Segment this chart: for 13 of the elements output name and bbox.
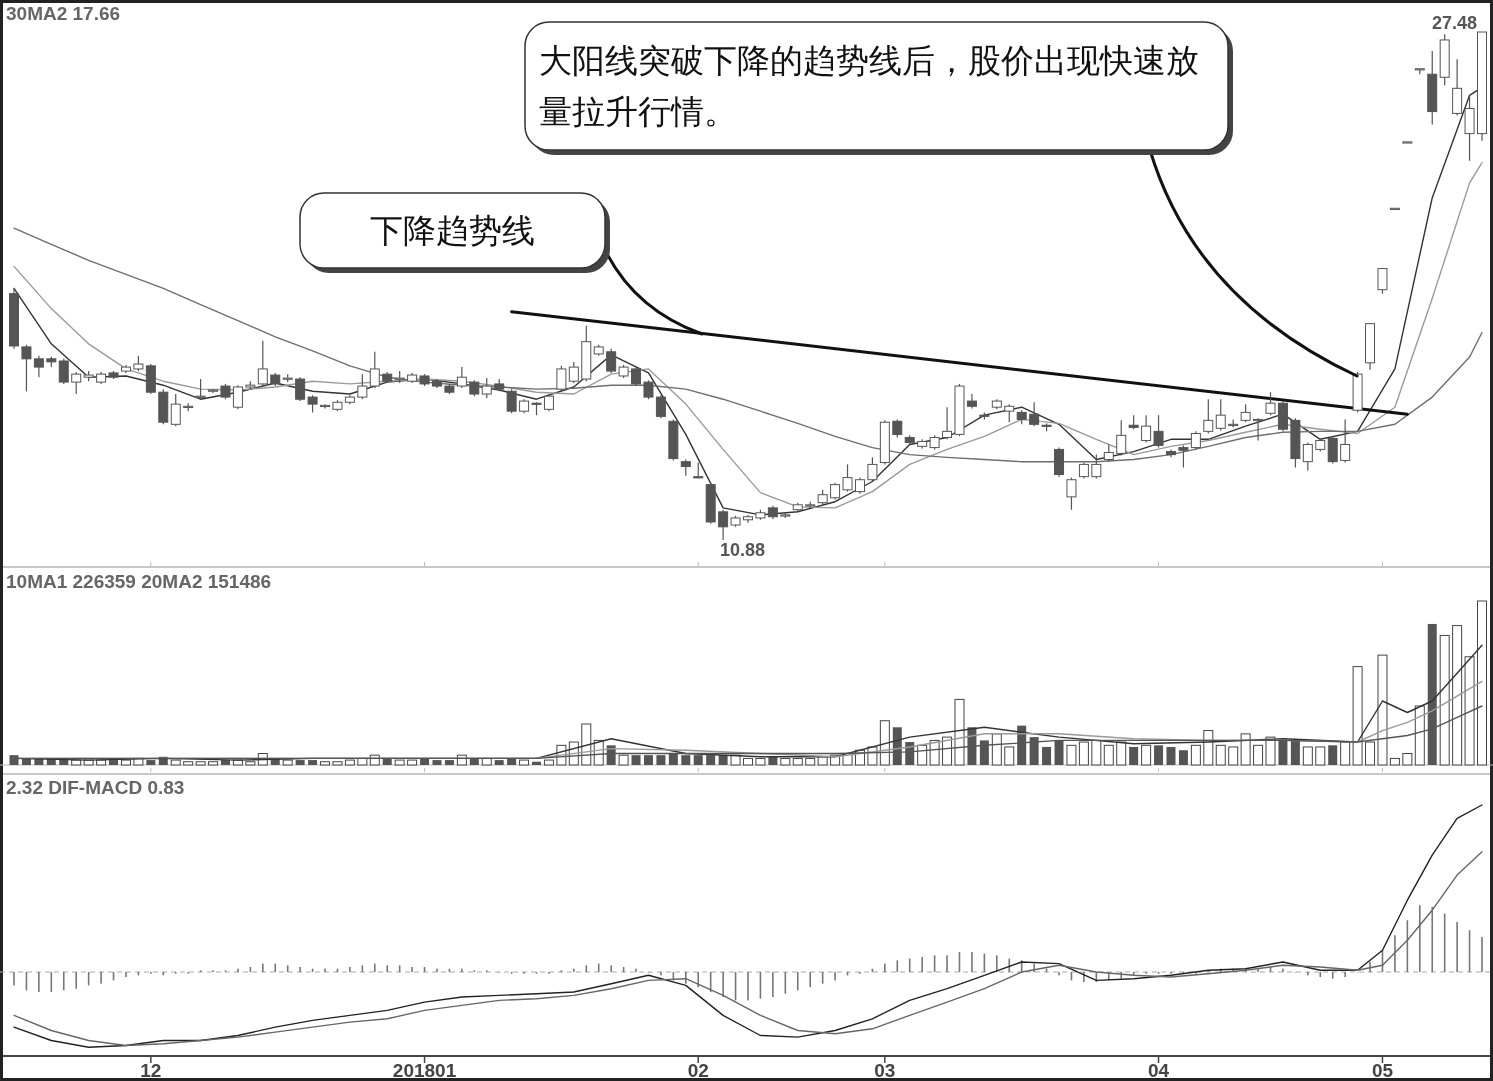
annotation: 27.48 [1431, 13, 1477, 33]
chart-title: 30MA2 17.66 [6, 3, 121, 24]
annotation: 大阳线突破下降的趋势线后，股价出现快速放量拉升行情。 [539, 41, 1199, 132]
x-tick-label: 02 [687, 1060, 709, 1081]
x-tick-label: 201801 [392, 1060, 457, 1081]
annotation: 10.88 [720, 540, 766, 560]
x-tick-label: 03 [874, 1060, 896, 1081]
x-tick-label: 12 [140, 1060, 162, 1081]
chart-title: 10MA1 226359 20MA2 151486 [6, 571, 272, 592]
annotation: 下降趋势线 [370, 211, 535, 251]
chart-title: 2.32 DIF-MACD 0.83 [6, 777, 185, 798]
x-tick-label: 04 [1147, 1060, 1170, 1081]
x-tick-label: 05 [1371, 1060, 1394, 1081]
